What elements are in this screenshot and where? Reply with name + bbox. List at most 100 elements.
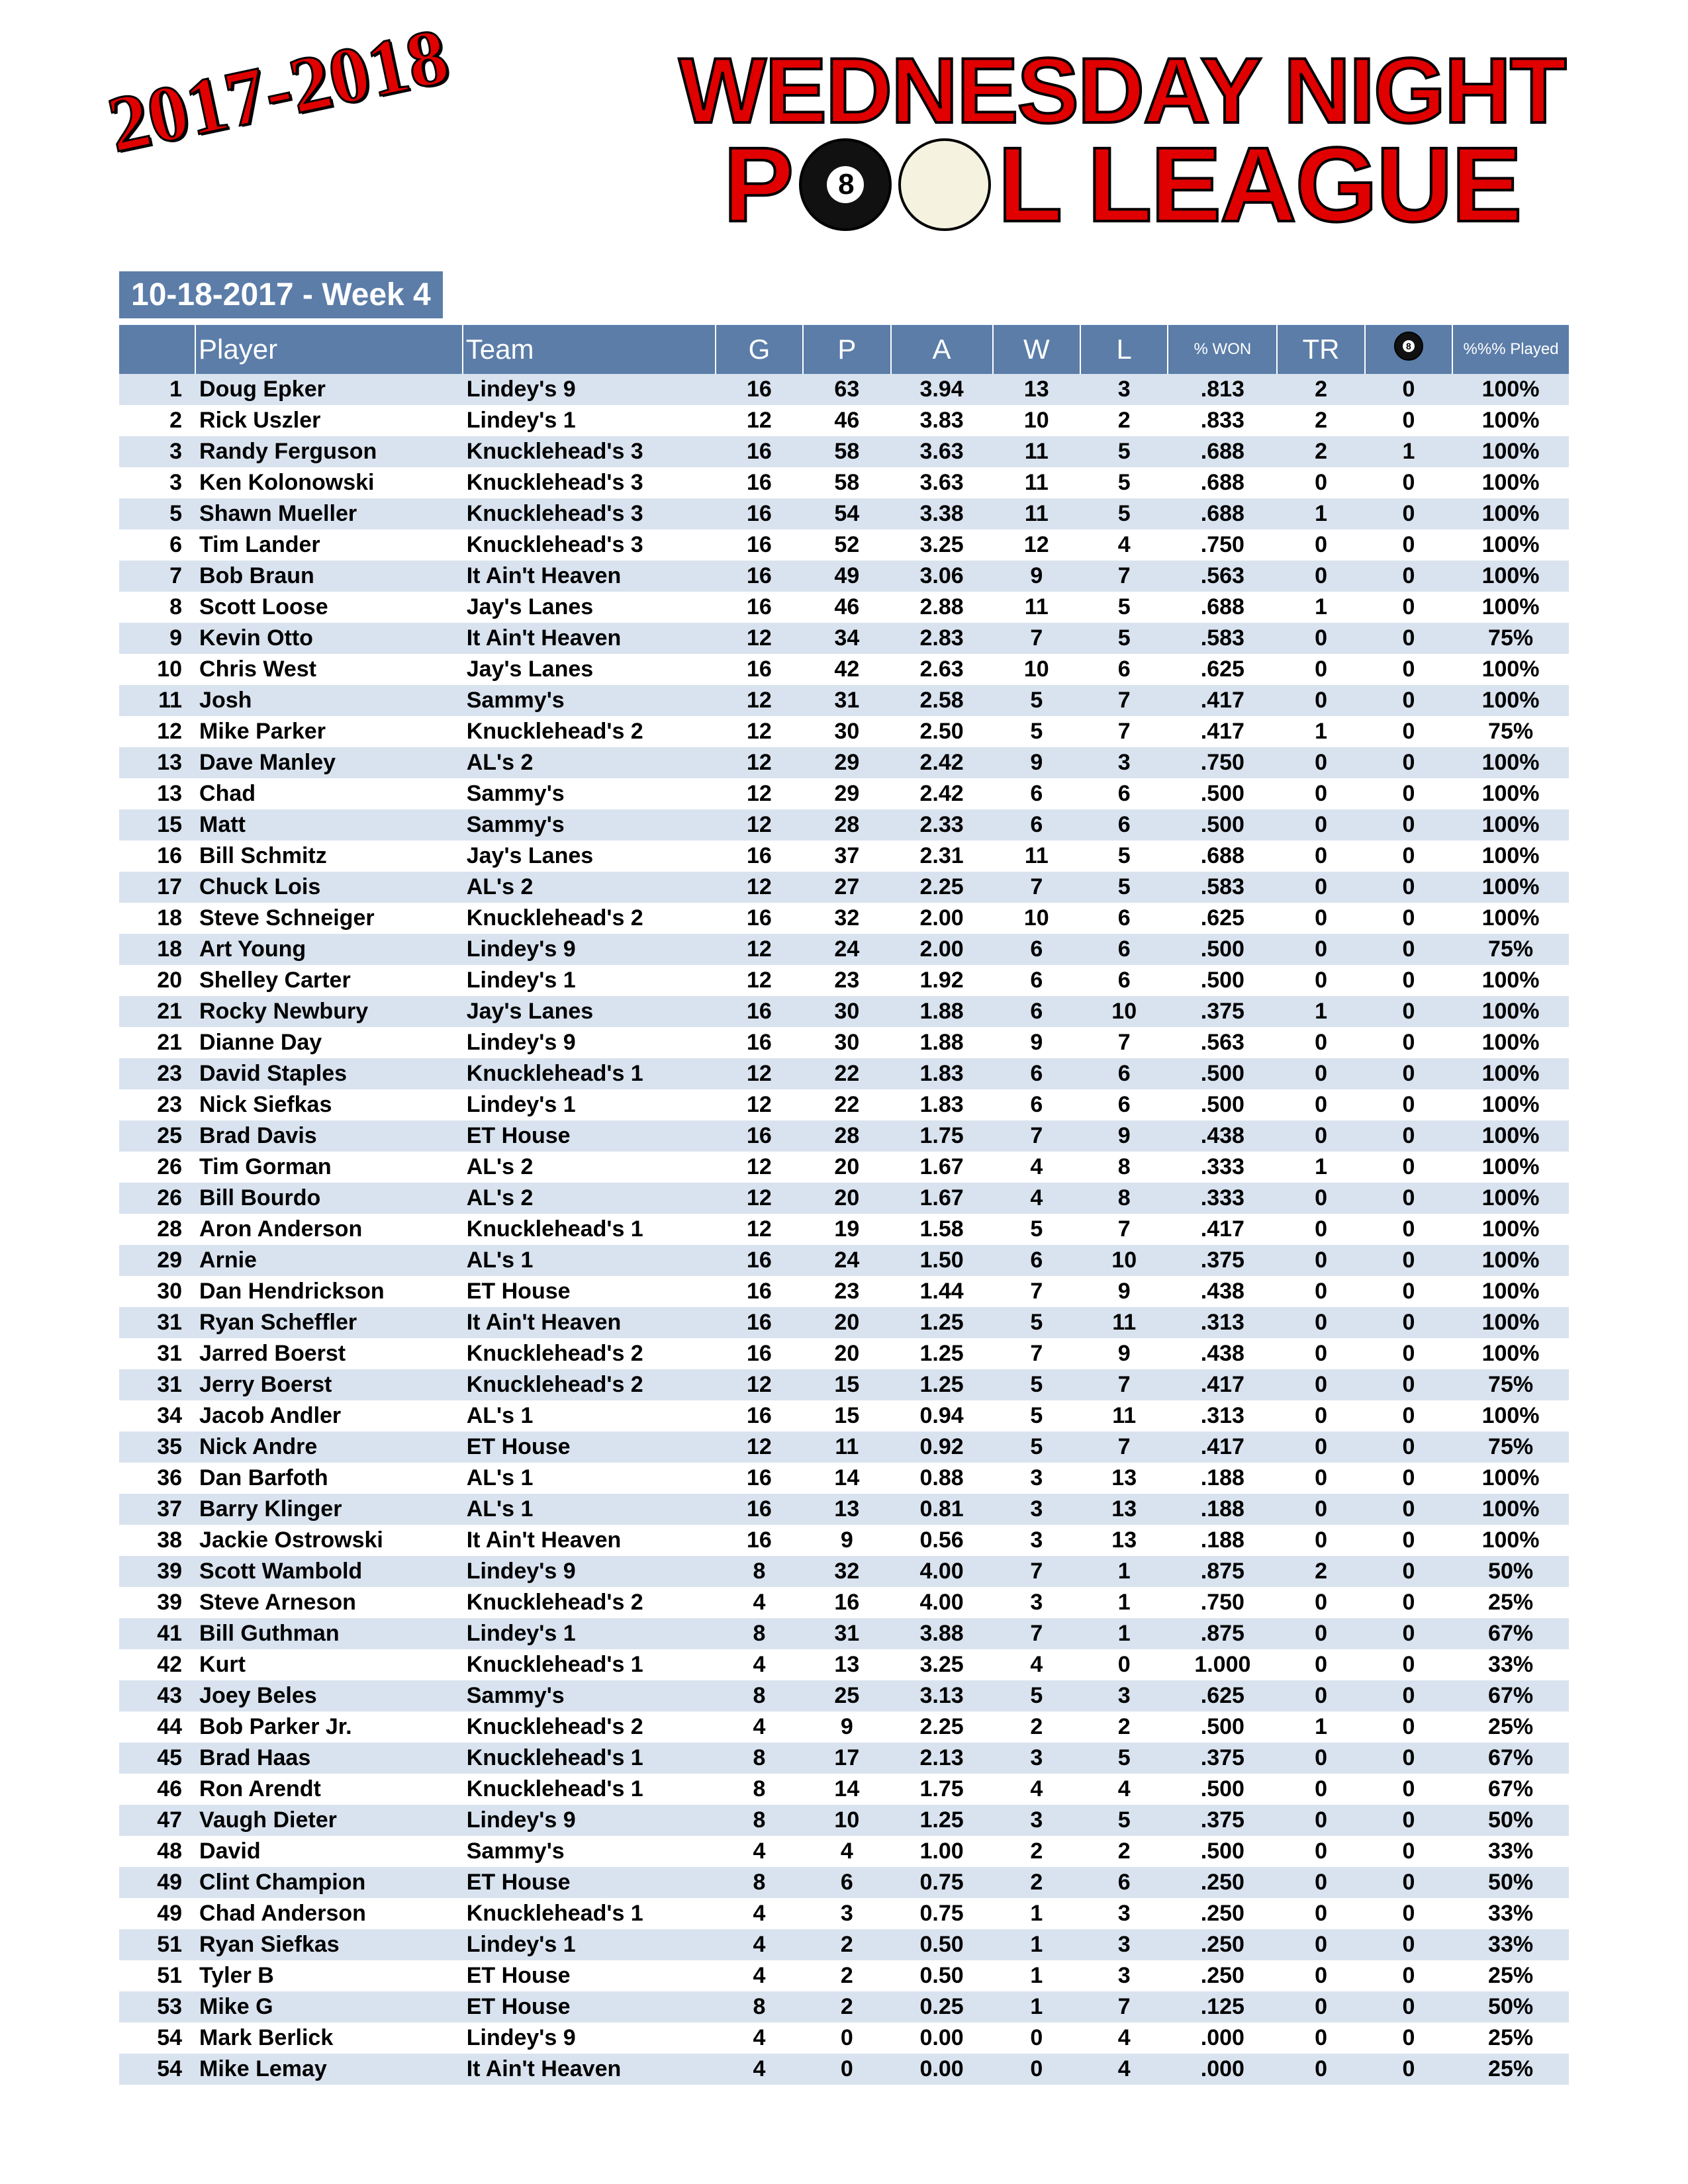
cell-pct: .000 xyxy=(1168,2023,1277,2054)
cell-w: 5 xyxy=(993,1400,1080,1432)
cell-rank: 42 xyxy=(119,1649,195,1680)
cell-p: 20 xyxy=(803,1307,890,1338)
cell-l: 3 xyxy=(1080,747,1168,778)
cell-played: 100% xyxy=(1452,1152,1569,1183)
cell-w: 6 xyxy=(993,1089,1080,1120)
cell-a: 0.88 xyxy=(891,1463,993,1494)
cell-tr: 0 xyxy=(1277,872,1364,903)
cell-g: 12 xyxy=(716,1089,803,1120)
table-row: 51Ryan SiefkasLindey's 1420.5013.2500033… xyxy=(119,1929,1569,1960)
cell-eb: 0 xyxy=(1365,1587,1452,1618)
cell-team: Knucklehead's 2 xyxy=(463,1369,716,1400)
cell-pct: .500 xyxy=(1168,778,1277,809)
cell-l: 2 xyxy=(1080,1711,1168,1743)
cell-tr: 0 xyxy=(1277,1805,1364,1836)
cell-tr: 0 xyxy=(1277,1463,1364,1494)
cell-team: Lindey's 9 xyxy=(463,2023,716,2054)
cell-tr: 0 xyxy=(1277,2023,1364,2054)
col-rank xyxy=(119,325,195,374)
cell-tr: 0 xyxy=(1277,1618,1364,1649)
cell-player: Mike G xyxy=(195,1991,463,2023)
cell-pct: .625 xyxy=(1168,654,1277,685)
table-row: 30Dan HendricksonET House16231.4479.4380… xyxy=(119,1276,1569,1307)
cell-tr: 0 xyxy=(1277,1680,1364,1711)
cell-g: 16 xyxy=(716,996,803,1027)
cell-g: 12 xyxy=(716,1058,803,1089)
cell-eb: 0 xyxy=(1365,1058,1452,1089)
cell-a: 3.25 xyxy=(891,1649,993,1680)
cell-played: 100% xyxy=(1452,498,1569,529)
cell-tr: 0 xyxy=(1277,1867,1364,1898)
cell-played: 100% xyxy=(1452,1214,1569,1245)
cell-l: 5 xyxy=(1080,467,1168,498)
cell-player: Kurt xyxy=(195,1649,463,1680)
table-row: 28Aron AndersonKnucklehead's 112191.5857… xyxy=(119,1214,1569,1245)
cell-p: 46 xyxy=(803,592,890,623)
cell-pct: .250 xyxy=(1168,1867,1277,1898)
cell-a: 2.83 xyxy=(891,623,993,654)
cell-tr: 0 xyxy=(1277,1338,1364,1369)
cell-w: 5 xyxy=(993,1369,1080,1400)
cell-played: 75% xyxy=(1452,934,1569,965)
cell-g: 16 xyxy=(716,374,803,405)
cell-tr: 2 xyxy=(1277,405,1364,436)
cell-p: 54 xyxy=(803,498,890,529)
cell-eb: 0 xyxy=(1365,1338,1452,1369)
cell-pct: .500 xyxy=(1168,1836,1277,1867)
table-row: 31Jarred BoerstKnucklehead's 216201.2579… xyxy=(119,1338,1569,1369)
logo: WEDNESDAY NIGHT P L LEAGUE xyxy=(675,46,1569,235)
table-row: 37Barry KlingerAL's 116130.81313.1880010… xyxy=(119,1494,1569,1525)
table-row: 7Bob BraunIt Ain't Heaven16493.0697.5630… xyxy=(119,561,1569,592)
table-row: 15MattSammy's12282.3366.50000100% xyxy=(119,809,1569,841)
cell-w: 6 xyxy=(993,996,1080,1027)
cell-rank: 53 xyxy=(119,1991,195,2023)
cell-rank: 2 xyxy=(119,405,195,436)
col-tr: TR xyxy=(1277,325,1364,374)
cue-ball-icon xyxy=(898,138,991,231)
cell-g: 16 xyxy=(716,498,803,529)
cell-p: 28 xyxy=(803,809,890,841)
cell-rank: 16 xyxy=(119,841,195,872)
cell-team: Knucklehead's 1 xyxy=(463,1898,716,1929)
cell-played: 67% xyxy=(1452,1774,1569,1805)
cell-p: 2 xyxy=(803,1991,890,2023)
cell-player: Steve Schneiger xyxy=(195,903,463,934)
cell-rank: 18 xyxy=(119,903,195,934)
cell-rank: 17 xyxy=(119,872,195,903)
cell-rank: 45 xyxy=(119,1743,195,1774)
cell-rank: 49 xyxy=(119,1867,195,1898)
cell-eb: 0 xyxy=(1365,778,1452,809)
cell-eb: 0 xyxy=(1365,1432,1452,1463)
cell-p: 27 xyxy=(803,872,890,903)
cell-w: 5 xyxy=(993,1214,1080,1245)
cell-player: Brad Davis xyxy=(195,1120,463,1152)
cell-l: 3 xyxy=(1080,1960,1168,1991)
cell-rank: 38 xyxy=(119,1525,195,1556)
cell-pct: .500 xyxy=(1168,1711,1277,1743)
cell-p: 9 xyxy=(803,1525,890,1556)
table-row: 39Scott WamboldLindey's 98324.0071.87520… xyxy=(119,1556,1569,1587)
cell-player: Vaugh Dieter xyxy=(195,1805,463,1836)
cell-w: 10 xyxy=(993,405,1080,436)
cell-pct: .875 xyxy=(1168,1618,1277,1649)
cell-p: 3 xyxy=(803,1898,890,1929)
cell-rank: 25 xyxy=(119,1120,195,1152)
cell-player: Ryan Siefkas xyxy=(195,1929,463,1960)
cell-a: 1.83 xyxy=(891,1058,993,1089)
cell-eb: 0 xyxy=(1365,405,1452,436)
table-row: 3Ken KolonowskiKnucklehead's 316583.6311… xyxy=(119,467,1569,498)
cell-p: 15 xyxy=(803,1369,890,1400)
cell-tr: 0 xyxy=(1277,1836,1364,1867)
table-row: 43Joey BelesSammy's8253.1353.6250067% xyxy=(119,1680,1569,1711)
cell-eb: 0 xyxy=(1365,1711,1452,1743)
cell-played: 33% xyxy=(1452,1649,1569,1680)
cell-eb: 0 xyxy=(1365,2054,1452,2085)
cell-rank: 31 xyxy=(119,1338,195,1369)
cell-rank: 23 xyxy=(119,1058,195,1089)
cell-g: 12 xyxy=(716,623,803,654)
cell-team: Knucklehead's 2 xyxy=(463,1587,716,1618)
cell-eb: 0 xyxy=(1365,872,1452,903)
cell-g: 16 xyxy=(716,654,803,685)
cell-eb: 0 xyxy=(1365,809,1452,841)
cell-player: Clint Champion xyxy=(195,1867,463,1898)
